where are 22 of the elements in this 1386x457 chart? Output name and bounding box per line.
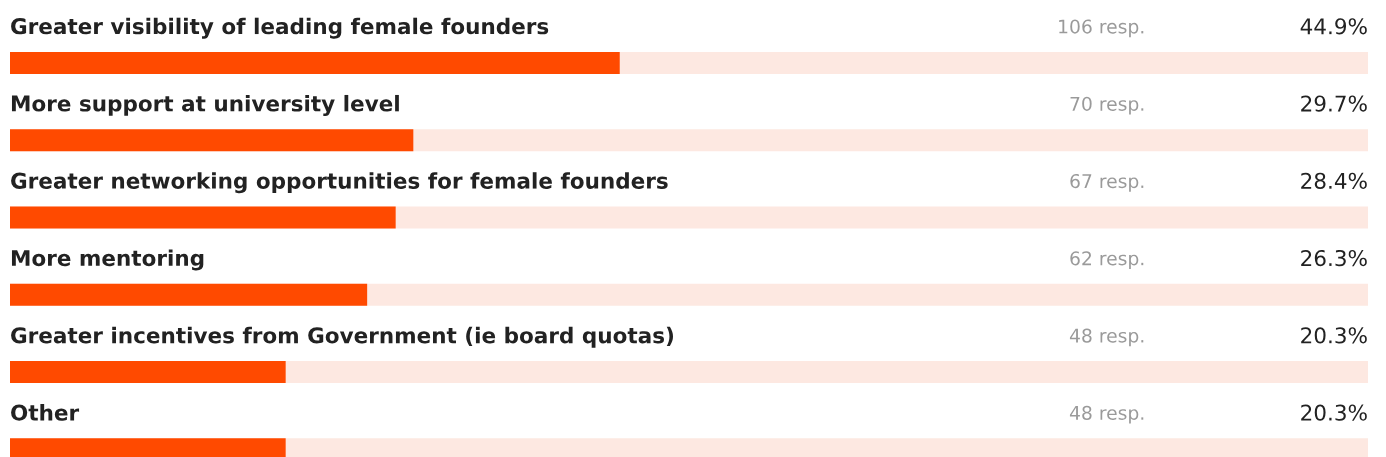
data-label: 20.3%	[1301, 404, 1367, 421]
y-tick-label: Greater visibility of leading female founders	[11, 17, 549, 39]
bar	[10, 361, 286, 384]
y-tick-label: More support at university level	[11, 94, 399, 116]
bar	[10, 129, 414, 152]
y-tick-label: More mentoring	[11, 249, 204, 271]
y-tick-label: Other	[11, 404, 80, 421]
y-tick-label: Greater networking opportunities for female founders	[11, 172, 668, 194]
annotation: 48 resp.	[1069, 328, 1144, 347]
annotation: 106 resp.	[1059, 19, 1144, 38]
data-label: 26.3%	[1301, 249, 1367, 267]
annotation: 67 resp.	[1070, 173, 1144, 192]
annotation: 62 resp.	[1070, 251, 1144, 270]
annotation: 70 resp.	[1070, 96, 1144, 115]
bar	[10, 206, 396, 229]
data-label: 44.9%	[1300, 18, 1367, 35]
y-tick-label: Greater incentives from Government (ie board quotas)	[11, 326, 674, 348]
annotation: 48 resp.	[1069, 405, 1144, 424]
data-label: 29.7%	[1301, 95, 1367, 112]
bar	[10, 283, 368, 306]
data-label: 20.3%	[1301, 327, 1367, 344]
data-label: 28.4%	[1301, 172, 1367, 189]
